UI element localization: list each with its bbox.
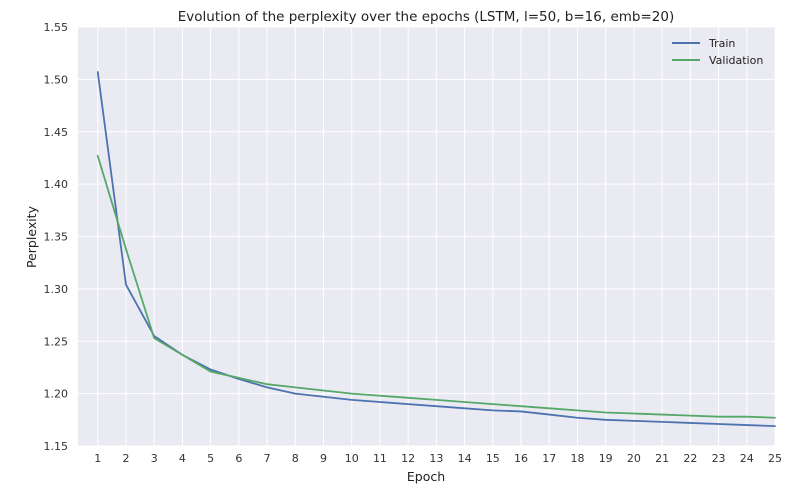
x-tick-label: 10 [345, 452, 359, 465]
x-tick-label: 12 [401, 452, 415, 465]
x-axis-label: Epoch [407, 469, 445, 484]
x-tick-label: 18 [570, 452, 584, 465]
y-tick-label: 1.50 [44, 73, 69, 86]
series-line-train [96, 71, 776, 428]
chart-title: Evolution of the perplexity over the epo… [178, 9, 674, 25]
x-tick-label: 16 [514, 452, 528, 465]
series-lines [96, 71, 776, 428]
legend-label-train: Train [708, 37, 735, 50]
x-tick-label: 23 [712, 452, 726, 465]
x-tick-label: 21 [655, 452, 669, 465]
x-tick-label: 19 [599, 452, 613, 465]
y-tick-label: 1.45 [44, 126, 69, 139]
legend: Train Validation [672, 37, 763, 67]
x-tick-label: 14 [458, 452, 472, 465]
x-tick-label: 25 [768, 452, 782, 465]
x-tick-label: 4 [179, 452, 186, 465]
grid-lines [78, 26, 776, 447]
x-tick-label: 7 [264, 452, 271, 465]
x-tick-label: 3 [151, 452, 158, 465]
y-tick-label: 1.55 [44, 21, 69, 34]
x-tick-label: 15 [486, 452, 500, 465]
y-tick-label: 1.15 [44, 440, 69, 453]
y-tick-label: 1.30 [44, 283, 69, 296]
x-tick-label: 13 [429, 452, 443, 465]
x-tick-label: 11 [373, 452, 387, 465]
x-tick-label: 9 [320, 452, 327, 465]
x-tick-label: 20 [627, 452, 641, 465]
y-tick-labels: 1.15 1.20 1.25 1.30 1.35 1.40 1.45 1.50 1.55 [44, 21, 69, 453]
x-tick-label: 1 [94, 452, 101, 465]
x-tick-label: 5 [207, 452, 214, 465]
y-tick-label: 1.25 [44, 335, 69, 348]
x-tick-label: 17 [542, 452, 556, 465]
y-tick-label: 1.40 [44, 178, 69, 191]
x-tick-label: 6 [235, 452, 242, 465]
x-tick-label: 2 [122, 452, 129, 465]
x-tick-label: 8 [292, 452, 299, 465]
x-tick-label: 24 [740, 452, 754, 465]
x-tick-labels: 1 2 3 4 5 6 7 8 9 10 11 12 13 14 15 16 17 18 19 20 21 22 23 24 2… [94, 452, 782, 465]
y-axis-label: Perplexity [24, 205, 39, 268]
y-tick-label: 1.20 [44, 388, 69, 401]
series-line-validation [96, 154, 776, 419]
legend-label-validation: Validation [709, 54, 763, 67]
x-tick-label: 22 [683, 452, 697, 465]
y-tick-label: 1.35 [44, 231, 69, 244]
